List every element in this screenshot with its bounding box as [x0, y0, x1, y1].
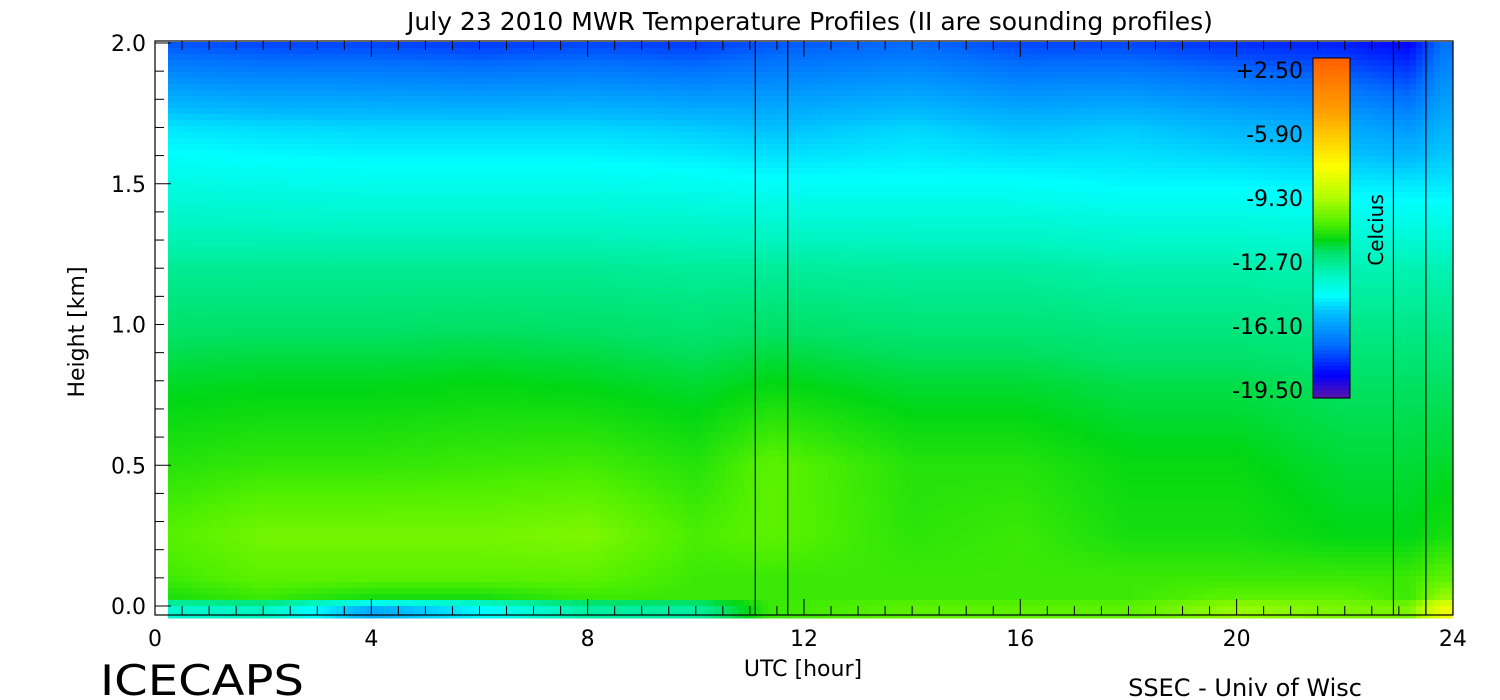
colorbar-label: Celcius [1364, 194, 1388, 265]
ssec-label: SSEC - Univ of Wisc [1128, 674, 1362, 700]
x-axis-label: UTC [hour] [744, 657, 862, 682]
colorbar-tick-labels: +2.50 -5.90 -9.30 -12.70 -16.10 -19.50 [1232, 59, 1303, 404]
chart-title: July 23 2010 MWR Temperature Profiles (I… [405, 7, 1213, 36]
icecaps-label: ICECAPS [100, 656, 304, 700]
y-tick-label: 1.5 [111, 173, 146, 198]
x-tick-label: 12 [790, 627, 818, 652]
x-tick-label: 0 [148, 627, 162, 652]
x-tick-label: 8 [581, 627, 595, 652]
y-tick-labels: 0.0 0.5 1.0 1.5 2.0 [111, 32, 146, 620]
sounding-profile-lines [754, 41, 1427, 615]
colorbar [1312, 57, 1351, 399]
colorbar-tick-label: +2.50 [1236, 59, 1303, 84]
x-tick-label: 24 [1439, 627, 1467, 652]
x-tick-label: 16 [1006, 627, 1034, 652]
y-tick-label: 1.0 [111, 314, 146, 339]
x-tick-labels: 0 4 8 12 16 20 24 [148, 627, 1467, 652]
colorbar-tick-label: -5.90 [1246, 123, 1303, 148]
x-tick-label: 20 [1223, 627, 1251, 652]
colorbar-tick-label: -12.70 [1232, 251, 1303, 276]
y-tick-label: 0.0 [111, 595, 146, 620]
colorbar-tick-label: -9.30 [1246, 187, 1303, 212]
x-tick-label: 4 [364, 627, 378, 652]
axis-ticks [154, 41, 1454, 615]
y-tick-label: 2.0 [111, 32, 146, 57]
y-tick-label: 0.5 [111, 454, 146, 479]
colorbar-tick-label: -16.10 [1232, 315, 1303, 340]
y-axis-label: Height [km] [65, 266, 90, 397]
colorbar-tick-label: -19.50 [1232, 379, 1303, 404]
